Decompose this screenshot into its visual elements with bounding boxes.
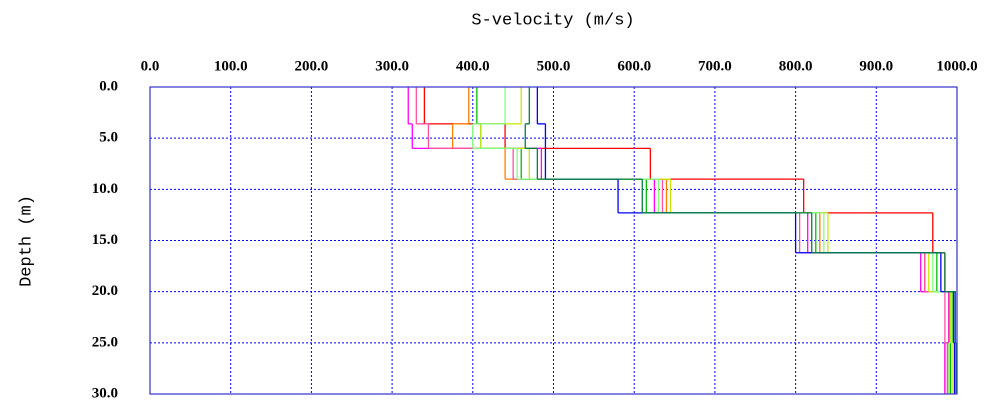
x-tick-label: 500.0 <box>537 58 571 74</box>
y-tick-label: 5.0 <box>99 130 118 146</box>
x-tick-label: 200.0 <box>295 58 329 74</box>
x-tick-label: 900.0 <box>859 58 893 74</box>
y-tick-label: 25.0 <box>92 334 118 350</box>
x-tick-label: 1000.0 <box>936 58 977 74</box>
x-tick-label: 300.0 <box>375 58 409 74</box>
y-tick-label: 30.0 <box>92 385 118 401</box>
y-tick-label: 20.0 <box>92 283 118 299</box>
y-axis-label: Depth (m) <box>17 195 36 287</box>
y-tick-label: 15.0 <box>92 232 118 248</box>
plot-frame <box>149 86 958 395</box>
x-axis-label: S-velocity (m/s) <box>471 11 634 30</box>
y-tick-label: 10.0 <box>92 181 118 197</box>
y-tick-label: 0.0 <box>99 78 118 94</box>
x-tick-label: 400.0 <box>456 58 490 74</box>
x-tick-label: 800.0 <box>779 58 813 74</box>
x-tick-label: 0.0 <box>141 58 160 74</box>
x-tick-label: 700.0 <box>698 58 732 74</box>
x-tick-label: 100.0 <box>214 58 248 74</box>
x-tick-label: 600.0 <box>617 58 651 74</box>
